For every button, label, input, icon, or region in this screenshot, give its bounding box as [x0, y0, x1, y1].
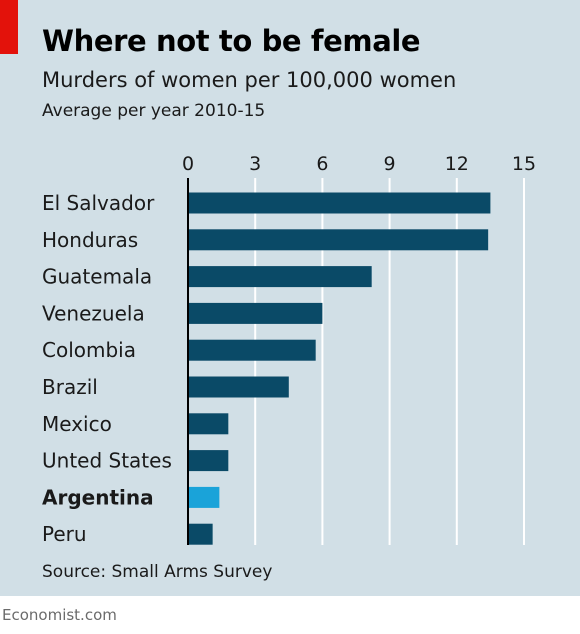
bar-brazil	[188, 376, 289, 398]
chart-period-note: Average per year 2010-15	[42, 101, 266, 121]
category-label-colombia: Colombia	[42, 338, 136, 362]
category-label-guatemala: Guatemala	[42, 265, 152, 289]
bar-colombia	[188, 339, 316, 361]
x-tick-label-6: 6	[316, 153, 328, 175]
bar-peru	[188, 523, 213, 545]
x-tick-label-12: 12	[445, 153, 469, 175]
category-label-mexico: Mexico	[42, 412, 112, 436]
category-label-venezuela: Venezuela	[42, 301, 145, 325]
bar-guatemala	[188, 266, 372, 288]
chart-panel	[0, 0, 580, 596]
x-tick-label-3: 3	[249, 153, 261, 175]
bar-honduras	[188, 229, 489, 251]
x-tick-label-9: 9	[384, 153, 396, 175]
category-label-peru: Peru	[42, 522, 87, 546]
chart-subtitle: Murders of women per 100,000 women	[42, 68, 457, 92]
bar-el-salvador	[188, 192, 491, 214]
bar-venezuela	[188, 302, 323, 324]
category-label-el-salvador: El Salvador	[42, 191, 155, 215]
source-note: Source: Small Arms Survey	[42, 562, 273, 582]
chart-title: Where not to be female	[42, 24, 421, 58]
bar-unted-states	[188, 450, 229, 472]
brand-red-tag	[0, 0, 18, 54]
brand-logo-text: Economist.com	[2, 606, 117, 624]
x-tick-label-15: 15	[512, 153, 536, 175]
category-label-honduras: Honduras	[42, 228, 138, 252]
bar-mexico	[188, 413, 229, 435]
x-tick-label-0: 0	[182, 153, 194, 175]
bar-chart: 0 3 6 9 12 15 El Salvador Honduras Guatemala Vene…	[42, 153, 536, 546]
category-label-brazil: Brazil	[42, 375, 98, 399]
category-label-argentina: Argentina	[42, 485, 154, 509]
bar-argentina	[188, 486, 220, 508]
category-label-unted-states: Unted States	[42, 449, 172, 473]
